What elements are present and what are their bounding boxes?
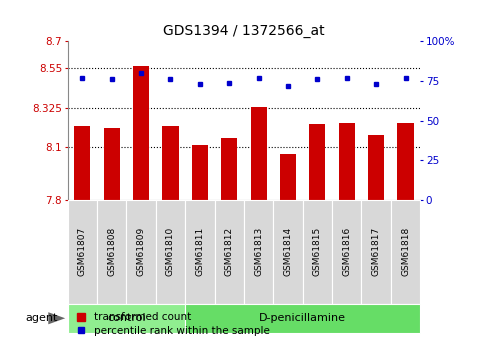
Bar — [368, 135, 384, 200]
Text: GSM61812: GSM61812 — [225, 227, 234, 276]
Bar — [133, 66, 149, 200]
Text: GSM61816: GSM61816 — [342, 227, 351, 276]
Text: D-penicillamine: D-penicillamine — [259, 313, 346, 323]
Text: agent: agent — [26, 313, 58, 323]
Text: GSM61807: GSM61807 — [78, 227, 87, 276]
Bar — [398, 122, 413, 200]
Bar — [104, 128, 120, 200]
Bar — [339, 122, 355, 200]
Text: control: control — [107, 313, 146, 323]
Title: GDS1394 / 1372566_at: GDS1394 / 1372566_at — [163, 23, 325, 38]
Legend: transformed count, percentile rank within the sample: transformed count, percentile rank withi… — [73, 308, 274, 340]
Bar — [192, 146, 208, 200]
Bar — [280, 154, 296, 200]
Text: GSM61813: GSM61813 — [254, 227, 263, 276]
Text: GSM61814: GSM61814 — [284, 227, 293, 276]
Bar — [309, 124, 326, 200]
Bar — [251, 107, 267, 200]
Text: GSM61817: GSM61817 — [371, 227, 381, 276]
Text: GSM61818: GSM61818 — [401, 227, 410, 276]
Text: GSM61809: GSM61809 — [137, 227, 145, 276]
Bar — [162, 126, 179, 200]
Bar — [221, 138, 237, 200]
Text: GSM61811: GSM61811 — [195, 227, 204, 276]
Text: GSM61815: GSM61815 — [313, 227, 322, 276]
Bar — [74, 126, 90, 200]
Text: GSM61808: GSM61808 — [107, 227, 116, 276]
Text: GSM61810: GSM61810 — [166, 227, 175, 276]
